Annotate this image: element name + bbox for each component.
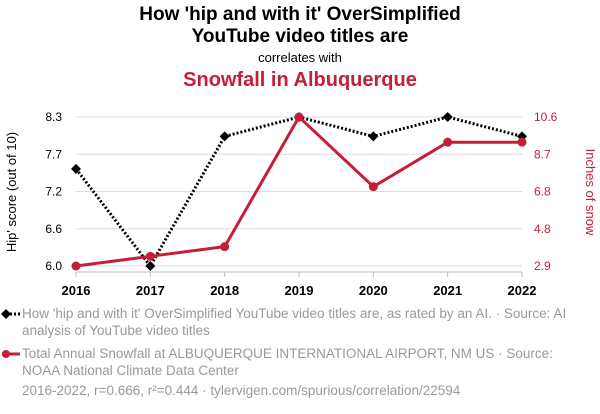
x-tick-label: 2022 [508,283,537,298]
x-tick-label: 2018 [210,283,239,298]
x-tick-label: 2019 [285,283,314,298]
left-tick-label: 7.7 [45,147,62,161]
left-axis-ticks: 6.0 6.6 7.2 7.7 8.3 [45,110,62,273]
left-tick-label: 6.0 [45,259,62,273]
chart-title-line-1: How 'hip and with it' OverSimplified [139,4,461,25]
x-tick-label: 2020 [359,283,388,298]
right-tick-label: 6.8 [534,185,551,199]
data-point-circle [145,251,155,261]
chart-title-line-2: YouTube video titles are [191,26,409,47]
legend-label-hip-score: How 'hip and with it' OverSimplified You… [22,306,567,338]
right-tick-label: 4.8 [534,222,551,236]
data-point-circle [517,137,527,147]
data-point-circle [220,242,230,252]
left-tick-label: 7.2 [45,185,62,199]
right-tick-label: 10.6 [534,110,558,124]
data-point-diamond [145,261,156,271]
legend-item-snowfall: Total Annual Snowfall at ALBUQUERQUE INT… [2,345,592,379]
footer-correlation-info: 2016-2022, r=0.666, r²=0.444 · tylervige… [22,383,461,398]
x-tick-label: 2016 [62,283,91,298]
data-point-circle [368,182,378,192]
left-tick-label: 8.3 [45,110,62,124]
data-point-circle [294,112,304,122]
legend-marker-solid-circle [2,350,20,358]
right-axis-ticks: 2.9 4.8 6.8 8.7 10.6 [534,110,558,273]
grid-lines [76,116,522,273]
x-tick-label: 2021 [433,283,462,298]
data-point-circle [443,137,453,147]
data-point-diamond [71,163,81,174]
right-tick-label: 2.9 [534,259,551,273]
data-point-diamond [219,131,230,142]
legend-label-snowfall: Total Annual Snowfall at ALBUQUERQUE INT… [22,346,553,378]
x-tick-label: 2017 [136,283,165,298]
chart-subtitle: correlates with [258,50,342,65]
correlation-chart: 6.06.67.27.78.3 2.94.86.88.710.6 2016 201… [4,110,598,298]
legend-marker-dotted-diamond [1,309,20,319]
right-tick-label: 8.7 [534,147,551,161]
data-point-diamond [442,112,453,122]
y-axis-label-right: Inches of snow [583,149,598,236]
chart-title-secondary: Snowfall in Albuquerque [183,69,417,91]
legend-item-hip-score: How 'hip and with it' OverSimplified You… [1,305,592,339]
x-axis-ticks: 2016 2017 2018 2019 2020 2021 2022 [62,272,537,298]
data-point-circle [71,261,81,271]
y-axis-label-left: Hip' score (out of 10) [4,132,19,252]
series-markers [71,112,527,271]
data-point-diamond [368,131,379,142]
left-tick-label: 6.6 [45,222,62,236]
